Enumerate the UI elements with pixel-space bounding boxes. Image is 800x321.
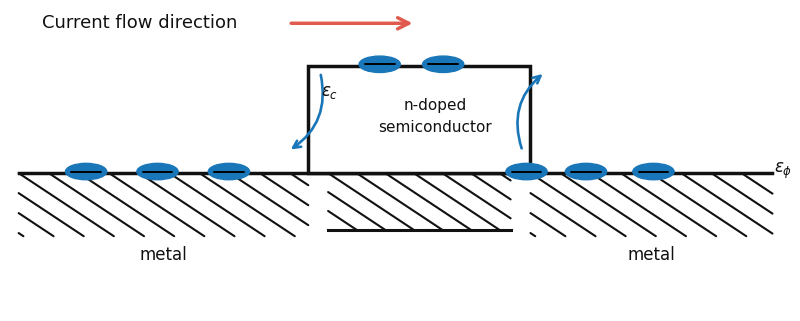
Text: n-doped
semiconductor: n-doped semiconductor: [378, 98, 492, 135]
Circle shape: [137, 163, 178, 180]
Circle shape: [566, 163, 606, 180]
Text: metal: metal: [628, 246, 675, 264]
Circle shape: [422, 56, 464, 73]
Circle shape: [506, 163, 547, 180]
Circle shape: [208, 163, 250, 180]
Text: Current flow direction: Current flow direction: [42, 14, 238, 32]
Text: $\varepsilon_c$: $\varepsilon_c$: [321, 83, 338, 101]
Circle shape: [633, 163, 674, 180]
Text: metal: metal: [139, 246, 187, 264]
Bar: [308, 66, 530, 173]
Circle shape: [66, 163, 106, 180]
Circle shape: [359, 56, 400, 73]
Text: $\varepsilon_\phi$: $\varepsilon_\phi$: [774, 160, 792, 181]
